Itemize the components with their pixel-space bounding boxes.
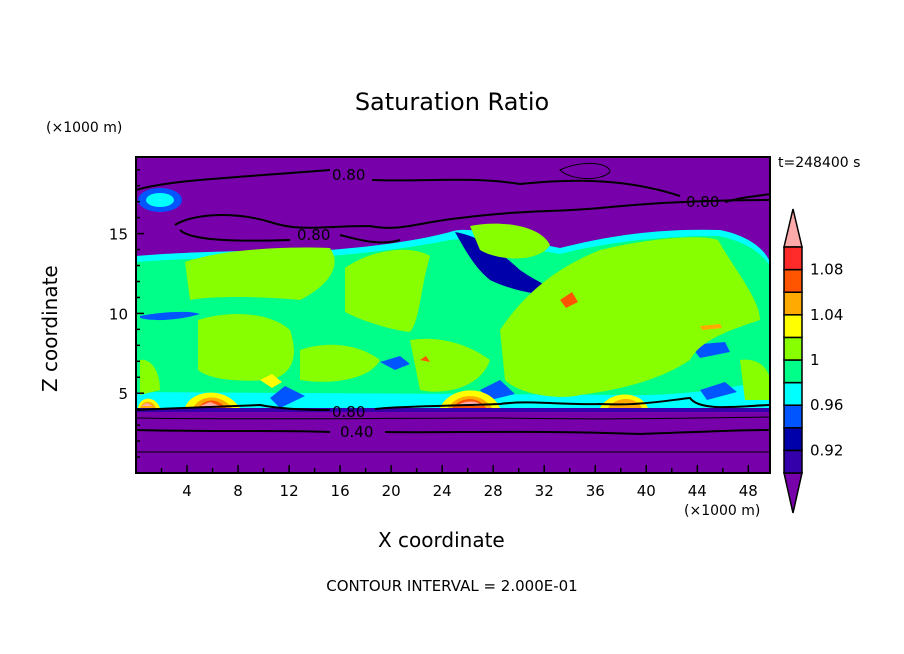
plot-frame xyxy=(135,156,771,474)
x-tick-label: 8 xyxy=(233,482,243,500)
contour-labels: 0.80 0.80 0.80 0.80 0.40 xyxy=(297,166,719,441)
colorbar-under-arrow xyxy=(783,472,803,514)
x-tick-label: 40 xyxy=(637,482,656,500)
chart-title: Saturation Ratio xyxy=(354,88,550,116)
x-tick-label: 44 xyxy=(688,482,707,500)
colorbar-swatch xyxy=(783,314,803,339)
x-tick-label: 16 xyxy=(331,482,350,500)
contour-label: 0.80 xyxy=(332,403,365,421)
x-tick-label: 12 xyxy=(280,482,299,500)
y-tick-label: 15 xyxy=(109,226,128,244)
colorbar-swatch xyxy=(783,449,803,474)
y-tick-label: 5 xyxy=(118,385,128,403)
contour-label: 0.80 xyxy=(686,193,719,211)
x-tick-label: 32 xyxy=(535,482,554,500)
z-unit-label: (×1000 m) xyxy=(46,120,123,136)
colorbar-tick-label: 0.96 xyxy=(810,396,843,414)
colorbar-tick-label: 1 xyxy=(810,351,820,369)
x-tick-label: 4 xyxy=(182,482,192,500)
colorbar-swatch xyxy=(783,381,803,406)
colorbar-swatch xyxy=(783,404,803,429)
colorbar: 0.92 0.96 1 1.04 1.08 xyxy=(783,208,843,514)
colorbar-tick-label: 0.92 xyxy=(810,441,843,459)
colorbar-swatch xyxy=(783,268,803,293)
colorbar-swatch xyxy=(783,427,803,452)
colorbar-over-arrow xyxy=(783,208,803,248)
field-1.00 xyxy=(140,223,770,400)
contour-label: 0.80 xyxy=(332,166,365,184)
colorbar-swatch xyxy=(783,246,803,271)
x-tick-label: 48 xyxy=(739,482,758,500)
contour-lines xyxy=(136,163,770,454)
field-blob-core xyxy=(146,193,174,207)
x-tick-label: 36 xyxy=(586,482,605,500)
colorbar-swatch xyxy=(783,336,803,361)
colorbar-tick-label: 1.08 xyxy=(810,261,843,279)
time-label: t=248400 s xyxy=(778,155,861,171)
x-unit-label: (×1000 m) xyxy=(684,503,761,519)
x-tick-label: 28 xyxy=(484,482,503,500)
contour-field: 0.80 0.80 0.80 0.80 0.40 xyxy=(136,157,770,473)
contour-label: 0.80 xyxy=(297,226,330,244)
colorbar-swatch xyxy=(783,359,803,384)
contour-label: 0.40 xyxy=(340,423,373,441)
x-axis-label: X coordinate xyxy=(378,528,505,552)
y-tick-label: 10 xyxy=(109,305,128,323)
colorbar-swatch xyxy=(783,291,803,316)
field-1.02 xyxy=(138,374,648,408)
contour-interval-note: CONTOUR INTERVAL = 2.000E-01 xyxy=(326,577,578,595)
x-tick-label: 20 xyxy=(382,482,401,500)
x-tick-label: 24 xyxy=(433,482,452,500)
field-0.92-band xyxy=(136,408,770,412)
colorbar-tick-label: 1.04 xyxy=(810,306,843,324)
field-1.10 xyxy=(141,401,482,406)
